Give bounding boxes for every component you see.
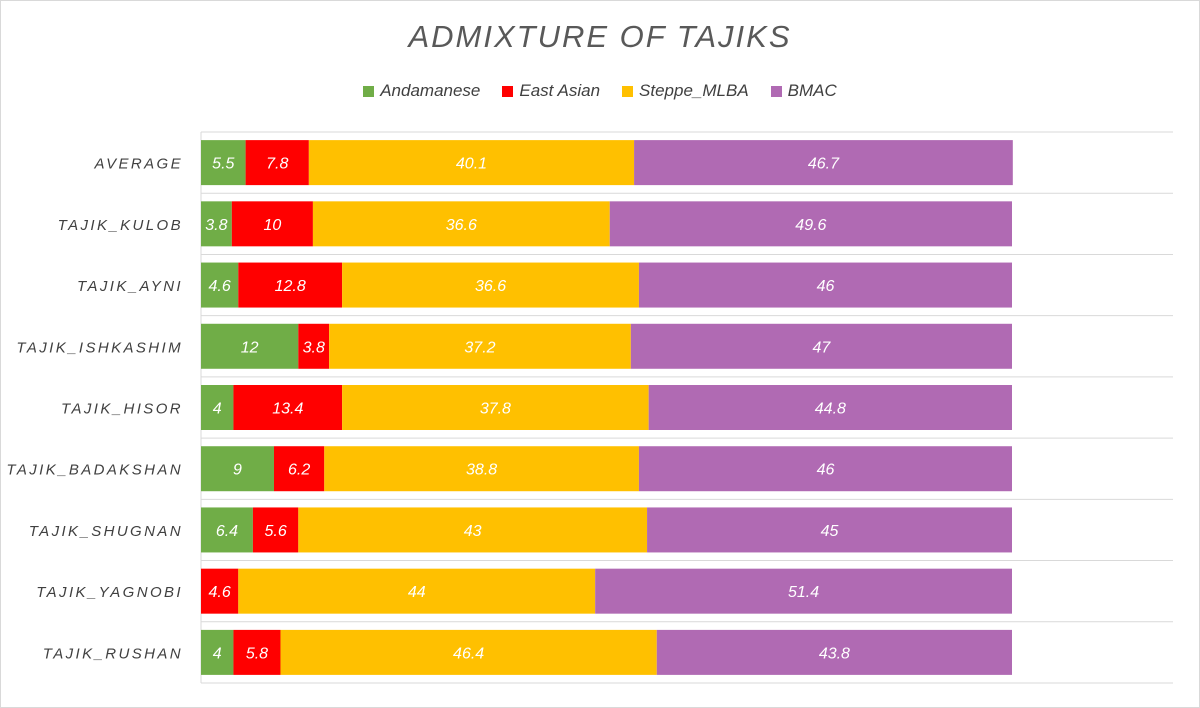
bar-segment	[298, 323, 330, 369]
category-label: TAJIK_SHUGNAN	[29, 523, 183, 540]
bar-segment	[630, 323, 1012, 369]
data-label: 10	[263, 217, 281, 234]
data-label: 4	[213, 401, 222, 418]
bar-segment	[595, 568, 1012, 614]
data-label: 36.6	[446, 217, 477, 234]
data-label: 3.8	[205, 217, 227, 234]
data-label: 37.2	[464, 339, 495, 356]
bar-segment	[342, 262, 639, 308]
data-label: 5.6	[264, 523, 286, 540]
data-label: 38.8	[466, 462, 497, 479]
bar-segment	[312, 201, 610, 247]
category-label: TAJIK_YAGNOBI	[36, 584, 183, 601]
legend-label: East Asian	[519, 81, 601, 100]
data-label: 40.1	[456, 156, 487, 173]
bar-segment	[201, 323, 299, 369]
legend-label: Andamanese	[380, 81, 481, 100]
legend-item: East Asian	[502, 81, 600, 101]
data-label: 46.7	[808, 156, 840, 173]
data-label: 51.4	[788, 584, 819, 601]
data-label: 5.5	[212, 156, 234, 173]
data-label: 46	[817, 278, 835, 295]
data-label: 13.4	[272, 401, 303, 418]
data-label: 9	[233, 462, 242, 479]
bar-segment	[298, 507, 648, 553]
bar-segment	[329, 323, 631, 369]
legend-label: BMAC	[787, 81, 837, 100]
data-label: 36.6	[475, 278, 506, 295]
data-label: 46.4	[453, 645, 484, 662]
bar-segment	[201, 385, 234, 430]
data-label: 6.2	[288, 462, 310, 479]
category-label: TAJIK_AYNI	[77, 278, 183, 295]
bar-segment	[308, 140, 635, 186]
data-label: 12.8	[275, 278, 306, 295]
bar-segment	[201, 629, 234, 675]
data-label: 49.6	[795, 217, 826, 234]
bar-segment	[238, 568, 596, 614]
bar-segment	[201, 507, 253, 553]
data-label: 45	[821, 523, 839, 540]
bar-segment	[638, 446, 1012, 492]
bar-segment	[324, 446, 639, 492]
data-label: 5.8	[246, 645, 268, 662]
bar-segment	[201, 446, 274, 492]
data-label: 12	[241, 339, 259, 356]
data-label: 46	[817, 462, 835, 479]
category-label: AVERAGE	[94, 156, 184, 173]
category-label: TAJIK_RUSHAN	[43, 645, 183, 662]
bar-segment	[647, 507, 1012, 553]
legend-item: BMAC	[770, 81, 837, 101]
bar-segment	[201, 262, 239, 308]
legend-swatch	[502, 85, 514, 97]
bar-segment	[238, 262, 343, 308]
bar-segment	[233, 629, 281, 675]
legend: Andamanese East Asian Steppe_MLBA BMAC	[1, 79, 1199, 103]
bar-segment	[638, 262, 1012, 308]
bar-segment	[201, 568, 239, 614]
bar-segment	[609, 201, 1012, 247]
chart-title: ADMIXTURE OF TAJIKS	[408, 19, 792, 54]
legend-item: Steppe_MLBA	[622, 81, 749, 101]
data-label: 37.8	[480, 401, 511, 418]
data-label: 43	[464, 523, 482, 540]
legend-item: Andamanese	[363, 81, 480, 101]
category-label: TAJIK_HISOR	[61, 401, 183, 418]
data-label: 43.8	[819, 645, 850, 662]
category-label: TAJIK_BADAKSHAN	[6, 462, 183, 479]
bar-segment	[233, 385, 343, 430]
bar-segment	[273, 446, 325, 492]
legend-swatch	[770, 85, 782, 97]
data-label: 44.8	[815, 401, 846, 418]
category-label: TAJIK_ISHKASHIM	[16, 339, 183, 356]
legend-swatch	[622, 85, 634, 97]
legend-label: Steppe_MLBA	[639, 81, 749, 100]
data-label: 47	[813, 339, 832, 356]
data-label: 3.8	[303, 339, 325, 356]
data-label: 44	[408, 584, 426, 601]
bar-segment	[280, 629, 657, 675]
data-label: 6.4	[216, 523, 238, 540]
bar-segment	[245, 140, 309, 186]
bar-segment	[656, 629, 1012, 675]
data-label: 4.6	[209, 584, 231, 601]
data-label: 4	[213, 645, 222, 662]
bar-segment	[201, 201, 232, 247]
legend-swatch	[363, 85, 375, 97]
data-label: 7.8	[266, 156, 288, 173]
bar-segment	[342, 385, 649, 430]
bar-segment	[648, 385, 1012, 430]
category-label: TAJIK_KULOB	[58, 217, 183, 234]
data-label: 4.6	[209, 278, 231, 295]
bar-segment	[634, 140, 1013, 186]
bar-segment	[252, 507, 299, 553]
bar-segment	[231, 201, 313, 247]
bar-segment	[201, 140, 246, 186]
